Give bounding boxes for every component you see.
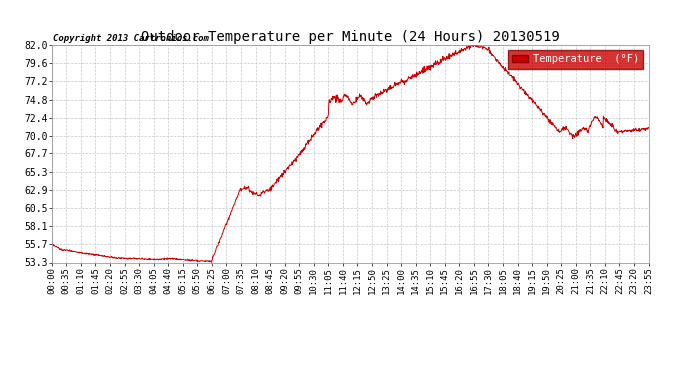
Text: Copyright 2013 Cartronics.com: Copyright 2013 Cartronics.com <box>53 34 209 43</box>
Title: Outdoor Temperature per Minute (24 Hours) 20130519: Outdoor Temperature per Minute (24 Hours… <box>141 30 560 44</box>
Legend: Temperature  (°F): Temperature (°F) <box>508 50 643 69</box>
